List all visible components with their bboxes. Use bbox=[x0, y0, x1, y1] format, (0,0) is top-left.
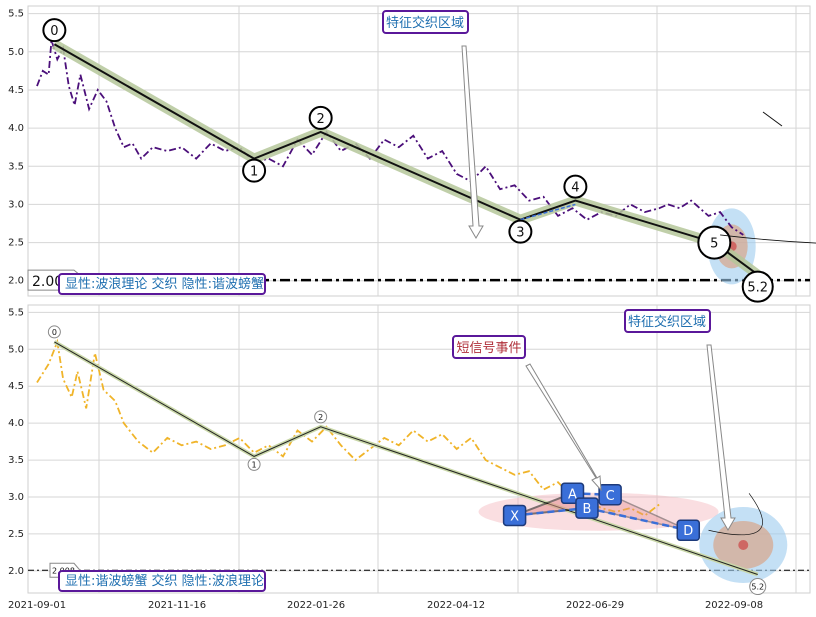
short-signal-arrow bbox=[525, 363, 602, 492]
feature-arrow bbox=[461, 45, 484, 239]
feature-label-text: 特征交织区域 bbox=[628, 314, 706, 330]
plot-area bbox=[27, 5, 811, 297]
wave-point-label: 3 bbox=[516, 226, 524, 241]
wave-point-circle bbox=[749, 578, 767, 596]
y-tick-label: 2.5 bbox=[8, 238, 24, 249]
panel-top: 2.02.53.03.54.04.55.05.52.0080123455.2显性… bbox=[8, 5, 816, 303]
y-tick-label: 4.5 bbox=[8, 381, 24, 392]
harmonic-point-box bbox=[502, 504, 527, 527]
harmonic-dash-bd bbox=[586, 506, 689, 532]
y-tick-label: 2.5 bbox=[8, 529, 24, 540]
short-signal-box bbox=[452, 335, 526, 359]
y-tick-label: 4.0 bbox=[8, 418, 24, 429]
y-tick-label: 2.0 bbox=[8, 566, 24, 577]
harmonic-point-box bbox=[676, 519, 701, 541]
feature-arrow bbox=[706, 344, 736, 531]
legend-box bbox=[58, 570, 266, 592]
y-tick-label: 3.0 bbox=[8, 492, 24, 503]
y-tick-label: 3.0 bbox=[8, 199, 24, 210]
legend-text: 显性:波浪理论 交织 隐性:谐波螃蟹 bbox=[65, 276, 264, 292]
projection-arc bbox=[708, 493, 763, 536]
y-tick-label: 5.0 bbox=[8, 47, 24, 58]
harmonic-point-label: D bbox=[683, 524, 693, 539]
short-signal-text: 短信号事件 bbox=[456, 341, 521, 356]
wave-point-circle bbox=[247, 457, 261, 471]
wave-point-circle bbox=[42, 18, 67, 43]
harmonic-dash-xb bbox=[514, 506, 588, 517]
y-tick-label: 5.0 bbox=[8, 344, 24, 355]
x-tick-label: 2021-09-01 bbox=[8, 600, 66, 611]
price-series-line bbox=[36, 338, 660, 517]
x-tick-label: 2022-06-29 bbox=[566, 600, 624, 611]
feature-label-box bbox=[382, 10, 469, 34]
wave-point-circle bbox=[563, 174, 588, 199]
wave-point-circle bbox=[47, 325, 61, 339]
projection-arc bbox=[720, 234, 816, 244]
harmonic-point-label: B bbox=[583, 502, 592, 517]
wave-point-label: 2 bbox=[317, 112, 325, 127]
legend-text: 显性:谐波螃蟹 交织 隐性:波浪理论 bbox=[65, 573, 264, 589]
panel-bottom: 2.0 2.5 3.0 3.5 4.0 4.5 5.0 5.5 2021-09-01 2021-1… bbox=[8, 304, 811, 611]
y-tick-label: 2.0 bbox=[8, 276, 24, 287]
feature-label-text: 特征交织区域 bbox=[386, 15, 464, 31]
projection-arc-cap bbox=[762, 111, 783, 127]
y-tick-label: 4.0 bbox=[8, 123, 24, 134]
harmonic-point-label: A bbox=[568, 487, 577, 502]
wave-point-label: 2 bbox=[318, 413, 323, 422]
feature-label-box bbox=[624, 309, 711, 333]
price-series-line bbox=[667, 199, 744, 236]
plot-area bbox=[27, 304, 811, 594]
harmonic-point-label: C bbox=[606, 489, 615, 504]
y-tick-label: 3.5 bbox=[8, 455, 24, 466]
wave-point-circle bbox=[697, 225, 732, 260]
wave-dashed-connector bbox=[520, 203, 576, 221]
feature-zone-core bbox=[738, 540, 749, 550]
wave-point-circle bbox=[314, 410, 328, 424]
x-tick-label: 2022-09-08 bbox=[705, 600, 763, 611]
wave-point-circle bbox=[741, 270, 774, 303]
harmonic-point-box bbox=[598, 484, 622, 506]
wave-point-label: 4 bbox=[571, 181, 579, 196]
wave-point-label: 1 bbox=[250, 165, 258, 180]
y-tick-label: 5.5 bbox=[8, 9, 24, 20]
wave-point-label: 1 bbox=[252, 460, 257, 469]
wave-point-label: 0 bbox=[50, 24, 58, 39]
x-tick-label: 2022-01-26 bbox=[287, 600, 345, 611]
wave-point-circle bbox=[242, 158, 267, 183]
wave-path bbox=[54, 341, 758, 575]
wave-point-label: 5.2 bbox=[747, 281, 768, 296]
harmonic-point-label: X bbox=[510, 509, 519, 524]
y-tick-label: 3.5 bbox=[8, 161, 24, 172]
y-tick-label: 5.5 bbox=[8, 307, 24, 318]
wave-point-label: 5.2 bbox=[751, 583, 764, 592]
wave-point-circle bbox=[508, 219, 533, 244]
legend-box bbox=[58, 273, 266, 295]
wave-point-label: 5 bbox=[710, 237, 718, 252]
x-tick-label: 2021-11-16 bbox=[148, 600, 206, 611]
wave-point-circle bbox=[308, 105, 333, 130]
x-tick-label: 2022-04-12 bbox=[427, 600, 485, 611]
y-tick-label: 4.5 bbox=[8, 85, 24, 96]
harmonic-point-box bbox=[575, 497, 599, 519]
wave-point-label: 0 bbox=[52, 328, 57, 337]
